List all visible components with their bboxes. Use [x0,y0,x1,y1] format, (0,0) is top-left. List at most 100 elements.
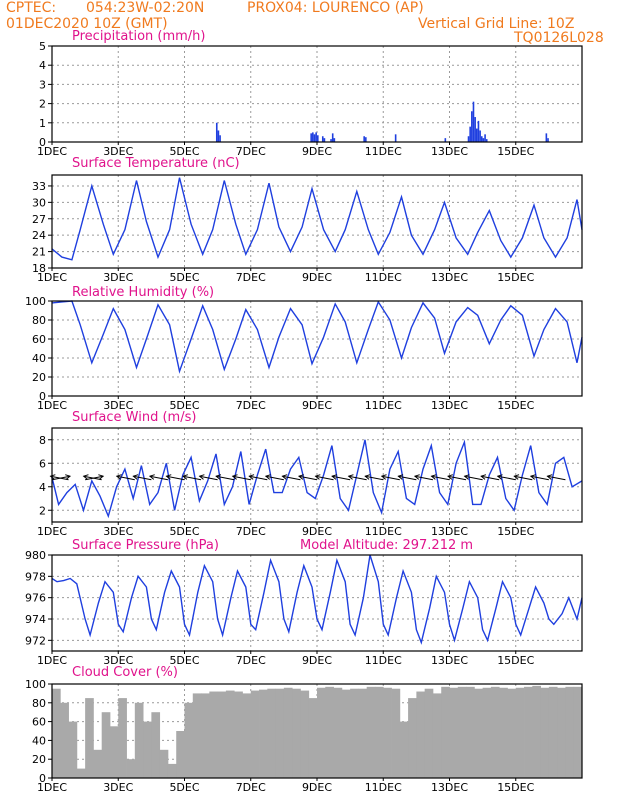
wind-arrow-shaft [199,475,218,481]
y-tick-label: 80 [32,697,46,710]
cloud-bar [325,686,334,778]
y-tick-label: 8 [39,434,46,447]
wind-arrow-shaft [514,475,533,481]
y-tick-label: 20 [32,371,46,384]
y-tick-label: 20 [32,753,46,766]
wind-arrow-shaft [530,475,549,481]
cloud-bar [449,687,459,778]
x-tick-label: 7DEC [236,525,266,538]
y-tick-label: 100 [25,295,46,308]
cloud-bar [167,763,177,778]
precip-bar [363,136,365,142]
cloud-bar [374,686,384,778]
x-tick-label: 15DEC [497,781,534,794]
precip-bar [476,128,478,142]
precip-bar [317,135,319,142]
x-tick-label: 1DEC [37,525,67,538]
wind-arrow-shaft [414,475,434,481]
x-tick-label: 13DEC [431,654,468,667]
wind-arrow-shaft [83,475,102,481]
cloud-bar [308,698,318,778]
cloud-bar [350,688,359,778]
panel-title: Relative Humidity (%) [72,285,214,300]
cloud-bar [184,702,194,778]
wind-arrow-head [480,474,487,480]
y-tick-label: 3 [39,78,46,91]
wind-arrow-head [331,474,338,480]
cloud-bar [333,687,343,778]
cloud-bar [515,687,525,778]
model-altitude-label: Model Altitude: 297.212 m [300,538,473,553]
precip-bar [471,111,473,142]
wind-arrow-shaft [282,475,301,481]
x-tick-label: 5DEC [169,399,199,412]
panel-title: Precipitation (mm/h) [72,29,205,44]
station-label: PROX04: LOURENCO (AP) [247,0,424,16]
x-tick-label: 7DEC [236,271,266,284]
x-tick-label: 9DEC [302,271,332,284]
wind-arrow-shaft [298,475,318,481]
cloud-bar [283,687,293,778]
wind-arrow-head [148,474,155,480]
wind-arrow-head [198,474,205,480]
x-tick-label: 5DEC [169,781,199,794]
cloud-bar [68,721,78,778]
y-tick-label: 60 [32,333,46,346]
x-tick-label: 13DEC [431,525,468,538]
cloud-bar [292,688,301,778]
wind-arrow-shaft [497,475,516,481]
cloud-bar [85,698,94,778]
series-line [51,177,583,261]
y-tick-label: 80 [32,314,46,327]
cloud-bar [408,698,417,778]
wind-arrow-shaft [249,475,268,481]
x-tick-label: 7DEC [236,145,266,158]
wind-arrow-head [546,474,553,480]
precip-bar [547,138,549,142]
wind-arrow-shaft [265,475,284,481]
cloud-bar [60,702,69,778]
x-tick-label: 13DEC [431,399,468,412]
cloud-bar [176,731,185,778]
cloud-bar [134,702,144,778]
precip-bar [474,117,476,142]
precip-bar [482,138,485,142]
x-tick-label: 1DEC [37,145,67,158]
y-tick-label: 60 [32,716,46,729]
x-tick-label: 15DEC [497,145,534,158]
precip-bar [215,122,218,142]
run-time-label: 01DEC2020 10Z (GMT) [6,16,168,32]
x-tick-label: 3DEC [103,781,133,794]
cloud-bar [383,687,392,778]
cloud-bar [524,686,533,778]
x-tick-label: 5DEC [169,654,199,667]
cloud-bar [201,693,210,778]
precip-bar [323,138,326,142]
cloud-bar [432,693,442,778]
wind-arrow-head [132,474,139,480]
y-tick-label: 2 [39,504,46,517]
cloud-bar [151,712,161,778]
panel-title: Cloud Cover (%) [72,665,178,680]
y-tick-label: 6 [39,457,46,470]
wind-arrow-head [347,474,354,480]
cloud-bar [267,688,276,778]
wind-arrow-head [82,474,89,480]
wind-arrow-head [297,474,304,480]
y-tick-label: 24 [32,229,46,242]
cloud-bar [159,749,169,778]
precip-bar [219,135,221,142]
precip-bar [394,134,397,142]
panel-1: 18 21 24 27 30 33 1DEC 3DEC 5DEC 7DEC 9DEC 11DEC 13D… [32,156,583,284]
y-tick-label: 1 [39,117,46,130]
x-tick-label: 11DEC [365,654,402,667]
wind-arrow-head [248,474,255,480]
cloud-bar [490,686,500,778]
cloud-bar [424,688,434,778]
wind-arrow-head [115,474,122,480]
x-tick-label: 9DEC [302,145,332,158]
cloud-bar [565,686,575,778]
panel-title: Surface Pressure (hPa) [72,538,219,553]
precip-bar [315,132,317,142]
y-tick-label: 5 [39,40,46,53]
